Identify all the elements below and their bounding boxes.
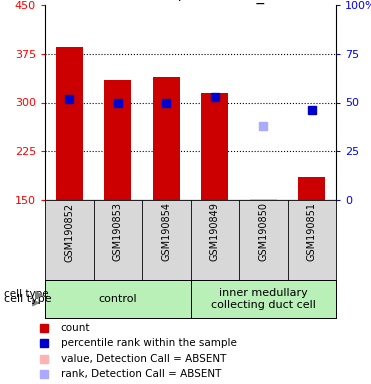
Text: GSM190852: GSM190852 bbox=[64, 202, 74, 262]
Bar bbox=[56, 47, 83, 200]
Bar bbox=[298, 177, 325, 200]
Text: GSM190854: GSM190854 bbox=[161, 202, 171, 262]
Text: count: count bbox=[61, 323, 90, 333]
Title: GDS3150 / 1391724_at: GDS3150 / 1391724_at bbox=[102, 0, 279, 3]
Text: cell type: cell type bbox=[4, 290, 48, 300]
Bar bbox=[104, 80, 131, 200]
Text: inner medullary
collecting duct cell: inner medullary collecting duct cell bbox=[211, 288, 316, 310]
Text: control: control bbox=[98, 294, 137, 304]
Text: percentile rank within the sample: percentile rank within the sample bbox=[61, 338, 237, 348]
Text: GSM190851: GSM190851 bbox=[307, 202, 317, 262]
Text: value, Detection Call = ABSENT: value, Detection Call = ABSENT bbox=[61, 354, 226, 364]
Text: rank, Detection Call = ABSENT: rank, Detection Call = ABSENT bbox=[61, 369, 221, 379]
Text: ▶: ▶ bbox=[35, 290, 44, 300]
Text: GSM190849: GSM190849 bbox=[210, 202, 220, 261]
Text: GSM190853: GSM190853 bbox=[113, 202, 123, 262]
Bar bbox=[201, 93, 228, 200]
Bar bbox=[250, 199, 277, 200]
Text: cell type: cell type bbox=[4, 294, 51, 304]
Bar bbox=[153, 76, 180, 200]
Text: GSM190850: GSM190850 bbox=[258, 202, 268, 262]
